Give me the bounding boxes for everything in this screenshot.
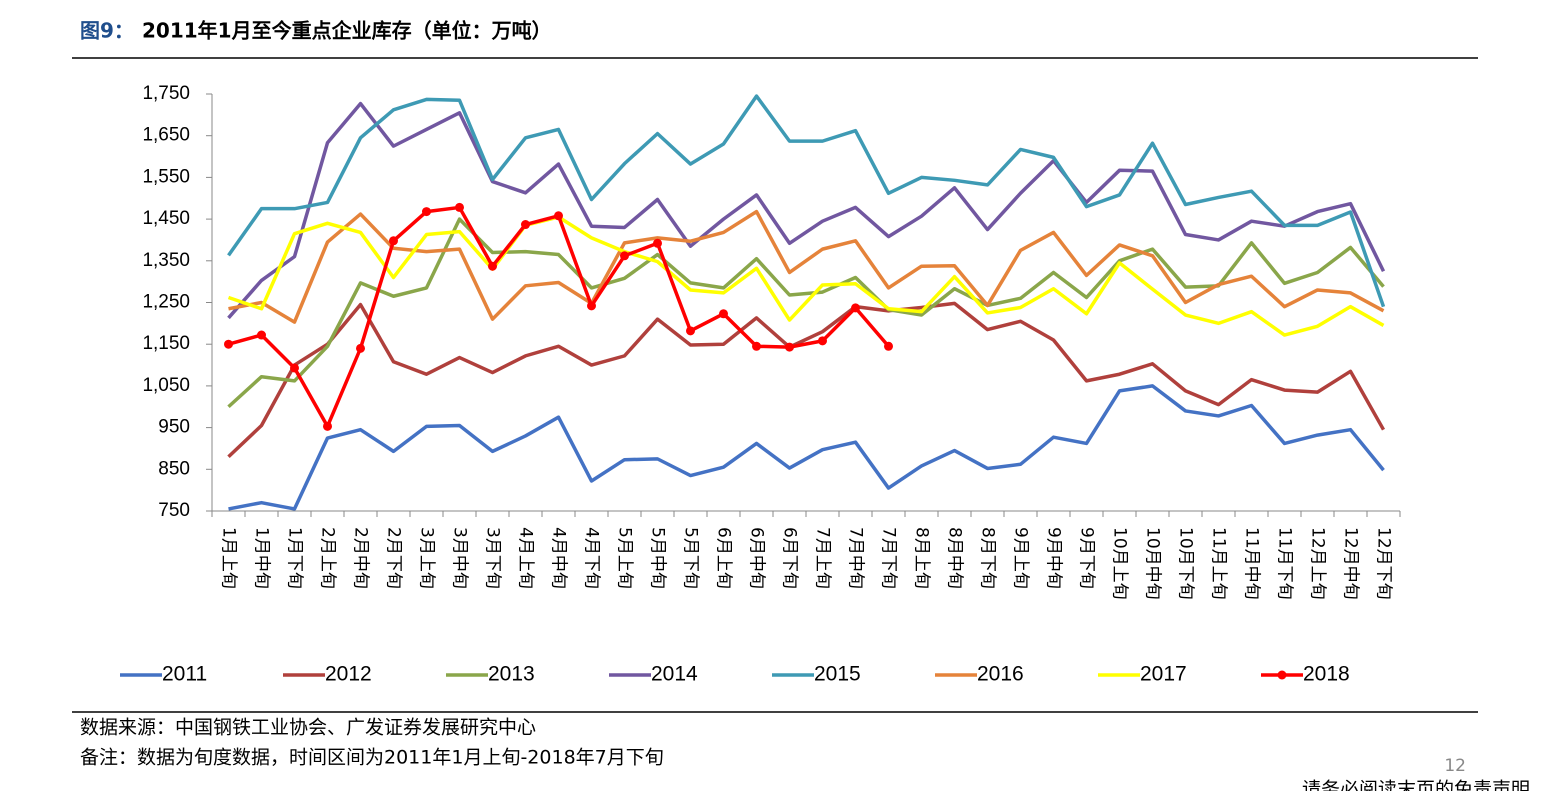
point: [257, 330, 266, 340]
y-tick-label: 950: [158, 417, 190, 438]
legend-label: 2012: [325, 663, 372, 686]
y-tick-label: 1,650: [142, 125, 190, 146]
legend-label: 2018: [1303, 663, 1350, 686]
chart-title: 2011年1月至今重点企业库存（单位：万吨）: [142, 19, 552, 43]
x-tick-label: 4月中旬: [549, 527, 569, 589]
x-tick-label: 10月上旬: [1110, 527, 1130, 600]
point: [290, 363, 299, 373]
legend-marker: [1277, 670, 1287, 680]
point: [521, 220, 530, 230]
y-tick-label: 1,150: [142, 333, 190, 354]
x-tick-label: 9月中旬: [1044, 527, 1064, 589]
point: [488, 261, 497, 271]
point: [620, 251, 629, 261]
point: [752, 341, 761, 351]
x-tick-label: 11月下旬: [1275, 527, 1295, 600]
series-line: [227, 301, 1386, 459]
x-tick-label: 6月中旬: [747, 527, 767, 589]
x-tick-label: 11月中旬: [1242, 527, 1262, 600]
x-tick-label: 4月下旬: [582, 527, 602, 589]
x-tick-label: 1月下旬: [285, 527, 305, 589]
point: [323, 421, 332, 431]
legend-label: 2014: [651, 663, 698, 686]
x-tick-label: 9月下旬: [1077, 527, 1097, 589]
x-tick-label: 12月上旬: [1308, 527, 1328, 600]
x-tick-label: 4月上旬: [516, 527, 536, 589]
y-tick-label: 1,450: [142, 208, 190, 229]
point: [653, 238, 662, 248]
legend-label: 2013: [488, 663, 535, 686]
x-tick-label: 9月上旬: [1011, 527, 1031, 589]
point: [851, 303, 860, 313]
y-tick-label: 1,050: [142, 375, 190, 396]
x-tick-label: 10月中旬: [1143, 527, 1163, 600]
x-tick-label: 2月下旬: [384, 527, 404, 589]
x-tick-label: 10月下旬: [1176, 527, 1196, 600]
x-tick-label: 5月上旬: [615, 527, 635, 589]
point: [224, 339, 233, 349]
point: [587, 301, 596, 311]
y-tick-label: 1,250: [142, 292, 190, 313]
y-tick-label: 1,350: [142, 250, 190, 271]
x-tick-label: 8月上旬: [912, 527, 932, 589]
x-tick-label: 7月中旬: [846, 527, 866, 589]
note: 备注：数据为旬度数据，时间区间为2011年1月上旬-2018年7月下旬: [80, 747, 664, 769]
source: 数据来源：中国钢铁工业协会、广发证券发展研究中心: [80, 717, 536, 739]
point: [455, 202, 464, 212]
legend-label: 2011: [162, 663, 207, 686]
x-tick-label: 12月下旬: [1374, 527, 1394, 600]
x-tick-label: 1月中旬: [252, 527, 272, 589]
disclaimer: 请务必阅读末页的免责声明: [1302, 779, 1530, 791]
x-tick-label: 6月上旬: [714, 527, 734, 589]
y-tick-label: 1,550: [142, 166, 190, 187]
series-line: [227, 101, 1386, 320]
y-tick-label: 850: [158, 458, 190, 479]
x-tick-label: 7月下旬: [879, 527, 899, 589]
x-tick-label: 5月中旬: [648, 527, 668, 589]
y-tick-label: 1,750: [142, 83, 190, 104]
point: [554, 211, 563, 221]
x-tick-label: 5月下旬: [681, 527, 701, 589]
x-tick-label: 1月上旬: [219, 527, 239, 589]
series-line: [227, 94, 1386, 308]
legend-label: 2017: [1140, 663, 1187, 686]
point: [356, 343, 365, 353]
point: [884, 341, 893, 351]
x-tick-label: 3月下旬: [483, 527, 503, 589]
series-line: [227, 217, 1385, 409]
point: [389, 236, 398, 246]
point: [818, 336, 827, 346]
point: [686, 326, 695, 336]
x-tick-label: 7月上旬: [813, 527, 833, 589]
x-tick-label: 11月上旬: [1209, 527, 1229, 600]
legend-label: 2015: [814, 663, 861, 686]
x-tick-label: 2月中旬: [351, 527, 371, 589]
y-tick-label: 750: [158, 500, 190, 521]
x-tick-label: 2月上旬: [318, 527, 338, 589]
series-line: [228, 209, 1385, 324]
x-tick-label: 8月中旬: [945, 527, 965, 589]
page-number: 12: [1444, 756, 1466, 776]
legend-label: 2016: [977, 663, 1024, 686]
figure-label: 图9：: [80, 19, 134, 43]
point: [785, 342, 794, 352]
x-tick-label: 3月中旬: [450, 527, 470, 589]
point: [719, 309, 728, 319]
x-tick-label: 12月中旬: [1341, 527, 1361, 600]
x-tick-label: 8月下旬: [978, 527, 998, 589]
x-tick-label: 6月下旬: [780, 527, 800, 589]
x-tick-label: 3月上旬: [417, 527, 437, 589]
series-line: [228, 384, 1385, 511]
point: [422, 207, 431, 217]
series-line: [227, 215, 1385, 337]
